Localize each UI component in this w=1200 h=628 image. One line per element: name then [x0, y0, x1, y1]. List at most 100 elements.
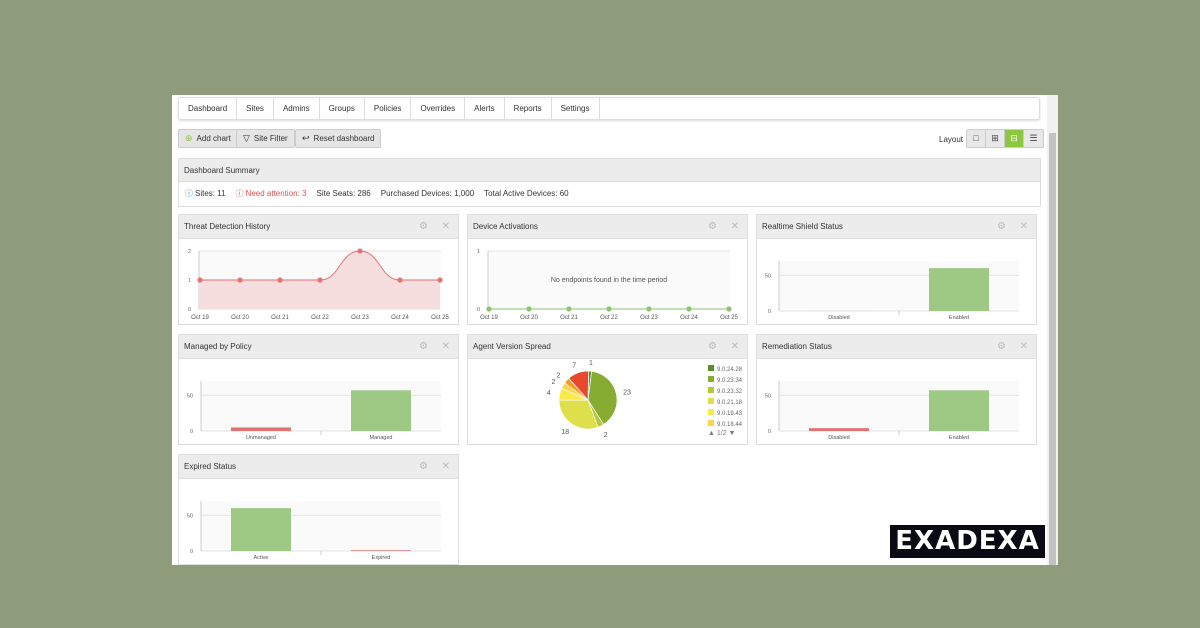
panel-policy: Managed by Policy ⚙ ✕ 0 50 Unmanaged Managed [178, 334, 459, 445]
y-tick-label: 0 [188, 307, 191, 313]
y-tick-label: 50 [765, 273, 771, 279]
x-tick-label: Oct 19 [191, 315, 209, 321]
summary-title: Dashboard Summary [179, 159, 1040, 182]
slice-label: 2 [556, 372, 560, 379]
scrollbar-thumb[interactable] [1049, 133, 1056, 565]
data-point [197, 277, 203, 283]
y-tick-label: 1 [188, 278, 191, 284]
panel-title: Threat Detection History [184, 222, 271, 231]
gear-icon[interactable]: ⚙ [708, 341, 717, 352]
data-point [486, 306, 492, 312]
slice-label: 1 [589, 360, 593, 367]
layout-switcher: □ ⊞ ⊟ ☰ [966, 129, 1044, 148]
remediation-chart: 0 50 Disabled Enabled [765, 381, 1019, 441]
tab-groups[interactable]: Groups [320, 98, 365, 119]
x-tick-label: Oct 23 [640, 315, 658, 321]
close-icon[interactable]: ✕ [730, 221, 739, 232]
bar [351, 550, 411, 552]
gear-icon[interactable]: ⚙ [419, 461, 428, 472]
panel-title: Remediation Status [762, 342, 832, 351]
add-chart-button[interactable]: ⊕ Add chart [178, 129, 238, 148]
tab-dashboard[interactable]: Dashboard [179, 98, 238, 119]
x-tick-label: Oct 21 [271, 315, 289, 321]
close-icon[interactable]: ✕ [1019, 341, 1028, 352]
close-icon[interactable]: ✕ [1019, 221, 1028, 232]
panel-title: Device Activations [473, 222, 538, 231]
layout-3col-icon[interactable]: ⊟ [1005, 130, 1024, 147]
y-tick-label: 50 [765, 393, 771, 399]
site-filter-button[interactable]: ▽ Site Filter [236, 129, 295, 148]
panel-version: Agent Version Spread ⚙ ✕ 1 23 2 18 4 2 2 7 9.0.24.2… [467, 334, 748, 445]
tab-settings[interactable]: Settings [552, 98, 600, 119]
x-tick-label: Disabled [828, 315, 849, 321]
panel-expired: Expired Status ⚙ ✕ 0 50 Active Expired [178, 454, 459, 565]
legend-label: 9.0.24.28 [717, 367, 743, 373]
shield-chart: 0 50 Disabled Enabled [765, 261, 1019, 321]
x-tick-label: Oct 25 [431, 315, 449, 321]
version-chart: 12321842279.0.24.289.0.23.349.0.23.329.0… [547, 360, 743, 439]
y-tick-label: 50 [187, 393, 193, 399]
tab-alerts[interactable]: Alerts [465, 98, 505, 119]
empty-message: No endpoints found in the time period [551, 277, 667, 284]
x-tick-label: Unmanaged [246, 435, 276, 441]
layout-label: Layout [939, 135, 964, 144]
legend-swatch [708, 376, 714, 382]
bar [231, 508, 291, 552]
x-tick-label: Enabled [949, 435, 969, 441]
panel-activations: Device Activations ⚙ ✕ 0 1 Oct 19 Oct 20 Oct 21… [467, 214, 748, 325]
dashboard-summary: Dashboard Summary ⓘ Sites: 11 ⓘ Need att… [178, 158, 1041, 207]
close-icon[interactable]: ✕ [441, 461, 450, 472]
layout-list-icon[interactable]: ☰ [1029, 133, 1038, 143]
need-attention-count[interactable]: Need attention: 3 [245, 189, 307, 198]
bar [351, 390, 411, 432]
legend-swatch [708, 420, 714, 426]
layout-single-icon[interactable]: □ [967, 130, 986, 147]
legend-pager: ▲ 1/2 ▼ [708, 430, 735, 437]
exadexa-logo: EXADEXA [890, 525, 1045, 558]
y-tick-label: 0 [768, 429, 771, 435]
y-tick-label: 1 [477, 249, 480, 255]
bar [929, 268, 989, 312]
x-tick-label: Oct 20 [520, 315, 538, 321]
close-icon[interactable]: ✕ [730, 341, 739, 352]
legend-swatch [708, 409, 714, 415]
data-point [397, 277, 403, 283]
expired-chart: 0 50 Active Expired [187, 501, 441, 561]
legend-swatch [708, 398, 714, 404]
bar [929, 390, 989, 432]
tab-admins[interactable]: Admins [274, 98, 320, 119]
pie-slice [568, 370, 589, 401]
tab-sites[interactable]: Sites [237, 98, 274, 119]
data-point [606, 306, 612, 312]
tab-policies[interactable]: Policies [365, 98, 412, 119]
gear-icon[interactable]: ⚙ [419, 341, 428, 352]
gear-icon[interactable]: ⚙ [997, 221, 1006, 232]
legend-swatch [708, 387, 714, 393]
panel-title: Agent Version Spread [473, 342, 551, 351]
close-icon[interactable]: ✕ [441, 341, 450, 352]
policy-chart: 0 50 Unmanaged Managed [187, 381, 441, 441]
gear-icon[interactable]: ⚙ [997, 341, 1006, 352]
sites-count[interactable]: Sites: 11 [195, 189, 226, 198]
reset-dashboard-button[interactable]: ↩ Reset dashboard [295, 129, 382, 148]
x-tick-label: Expired [372, 555, 391, 561]
legend-label: 9.0.23.32 [717, 389, 743, 395]
close-icon[interactable]: ✕ [441, 221, 450, 232]
site-filter-label: Site Filter [253, 134, 288, 143]
tab-overrides[interactable]: Overrides [411, 98, 466, 119]
panel-shield: Realtime Shield Status ⚙ ✕ 0 50 Disabled Enabl… [756, 214, 1037, 325]
layout-grid-icon[interactable]: ⊞ [986, 130, 1005, 147]
add-chart-label: Add chart [196, 134, 231, 143]
data-point [686, 306, 692, 312]
gear-icon[interactable]: ⚙ [419, 221, 428, 232]
pie-slice [558, 399, 599, 430]
data-point [566, 306, 572, 312]
tab-reports[interactable]: Reports [505, 98, 552, 119]
scrollbar[interactable] [1047, 95, 1058, 565]
x-tick-label: Oct 21 [560, 315, 578, 321]
gear-icon[interactable]: ⚙ [708, 221, 717, 232]
x-tick-label: Oct 25 [720, 315, 738, 321]
y-tick-label: 2 [188, 249, 191, 255]
purchased-devices: Purchased Devices: 1,000 [380, 189, 475, 198]
main-nav: Dashboard Sites Admins Groups Policies O… [178, 97, 1040, 120]
